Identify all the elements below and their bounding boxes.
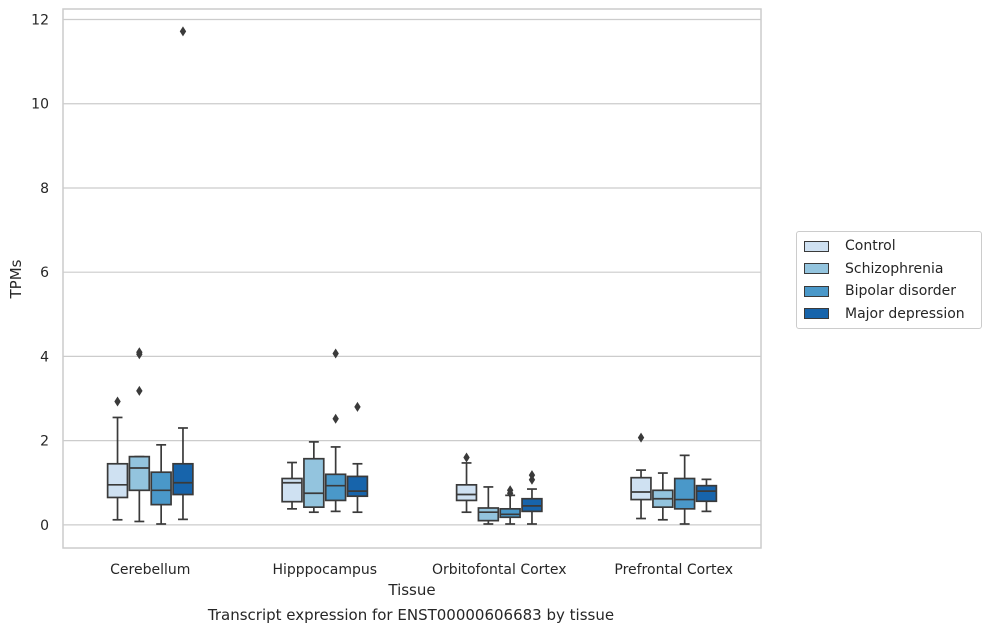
outlier-point	[332, 413, 339, 424]
outlier-point	[332, 348, 339, 359]
box-iqr	[630, 476, 652, 501]
y-tick-label: 12	[31, 13, 49, 29]
box-iqr	[455, 483, 478, 502]
x-tick-label: Prefrontal Cortex	[614, 562, 733, 578]
y-tick-label: 4	[40, 349, 49, 365]
legend-item-bipolar-disorder: Bipolar disorder	[797, 280, 981, 303]
y-tick-label: 0	[40, 518, 49, 534]
x-tick-label: Orbitofontal Cortex	[432, 562, 567, 578]
legend-item-schizophrenia: Schizophrenia	[797, 258, 981, 281]
box-iqr	[673, 477, 696, 510]
legend-swatch	[804, 263, 829, 275]
outlier-point	[136, 385, 143, 396]
x-tick-label: Hipppocampus	[272, 562, 377, 578]
box-control	[106, 396, 129, 521]
legend-label: Control	[845, 238, 896, 255]
y-tick-label: 6	[40, 265, 49, 281]
x-tick-label: Cerebellum	[110, 562, 190, 578]
box-iqr	[106, 462, 129, 499]
box-control	[630, 432, 652, 520]
x-axis-label: Tissue	[387, 581, 435, 599]
x-tick-labels: Cerebellum Hipppocampus Orbitofontal Corte…	[110, 562, 733, 578]
y-tick-label: 8	[40, 181, 49, 197]
box-bipolar-disorder	[150, 443, 172, 525]
box-iqr	[172, 462, 194, 496]
box-iqr	[477, 507, 500, 522]
plot-area	[62, 8, 762, 549]
y-axis-label: TPMs	[7, 259, 25, 299]
box-bipolar-disorder	[499, 485, 521, 525]
legend-label: Major depression	[845, 305, 965, 322]
box-bipolar-disorder	[324, 348, 347, 513]
legend-item-major-depression: Major depression	[797, 303, 981, 326]
box-control	[281, 461, 303, 510]
outlier-point	[136, 347, 143, 358]
outlier-point	[354, 401, 361, 412]
box-iqr	[499, 507, 521, 519]
box-major-depression	[521, 470, 543, 525]
legend: Control Schizophrenia Bipolar disorder M…	[796, 231, 982, 329]
y-tick-labels: 0 2 4 6 8 10 12	[31, 13, 49, 534]
box-major-depression	[695, 478, 718, 513]
outlier-point	[506, 485, 514, 496]
outlier-point	[114, 396, 121, 407]
box-major-depression	[346, 401, 369, 514]
box-iqr	[281, 477, 303, 503]
legend-item-control: Control	[797, 235, 981, 258]
box-schizophrenia	[128, 347, 151, 523]
box-bipolar-disorder	[673, 454, 696, 525]
box-schizophrenia	[652, 472, 674, 521]
box-schizophrenia	[303, 441, 325, 514]
outlier-point	[528, 470, 536, 481]
y-gridlines	[63, 18, 761, 526]
box-iqr	[128, 455, 151, 492]
box-iqr	[303, 457, 325, 509]
box-iqr	[346, 475, 369, 498]
outlier-point	[179, 26, 187, 37]
y-tick-label: 10	[31, 97, 49, 113]
box-schizophrenia	[477, 486, 500, 525]
box-iqr	[324, 473, 347, 502]
figure-caption: Transcript expression for ENST0000060668…	[207, 606, 615, 624]
box-major-depression	[172, 26, 194, 521]
box-control	[455, 452, 478, 514]
box-iqr	[150, 471, 172, 506]
legend-swatch	[804, 308, 829, 320]
box-iqr	[695, 484, 718, 503]
outlier-point	[637, 432, 645, 443]
legend-swatch	[804, 285, 829, 297]
legend-label: Schizophrenia	[845, 260, 944, 277]
y-tick-label: 2	[40, 434, 49, 450]
legend-swatch	[804, 240, 829, 252]
box-series	[106, 26, 718, 525]
outlier-point	[463, 452, 470, 463]
legend-label: Bipolar disorder	[845, 283, 957, 300]
